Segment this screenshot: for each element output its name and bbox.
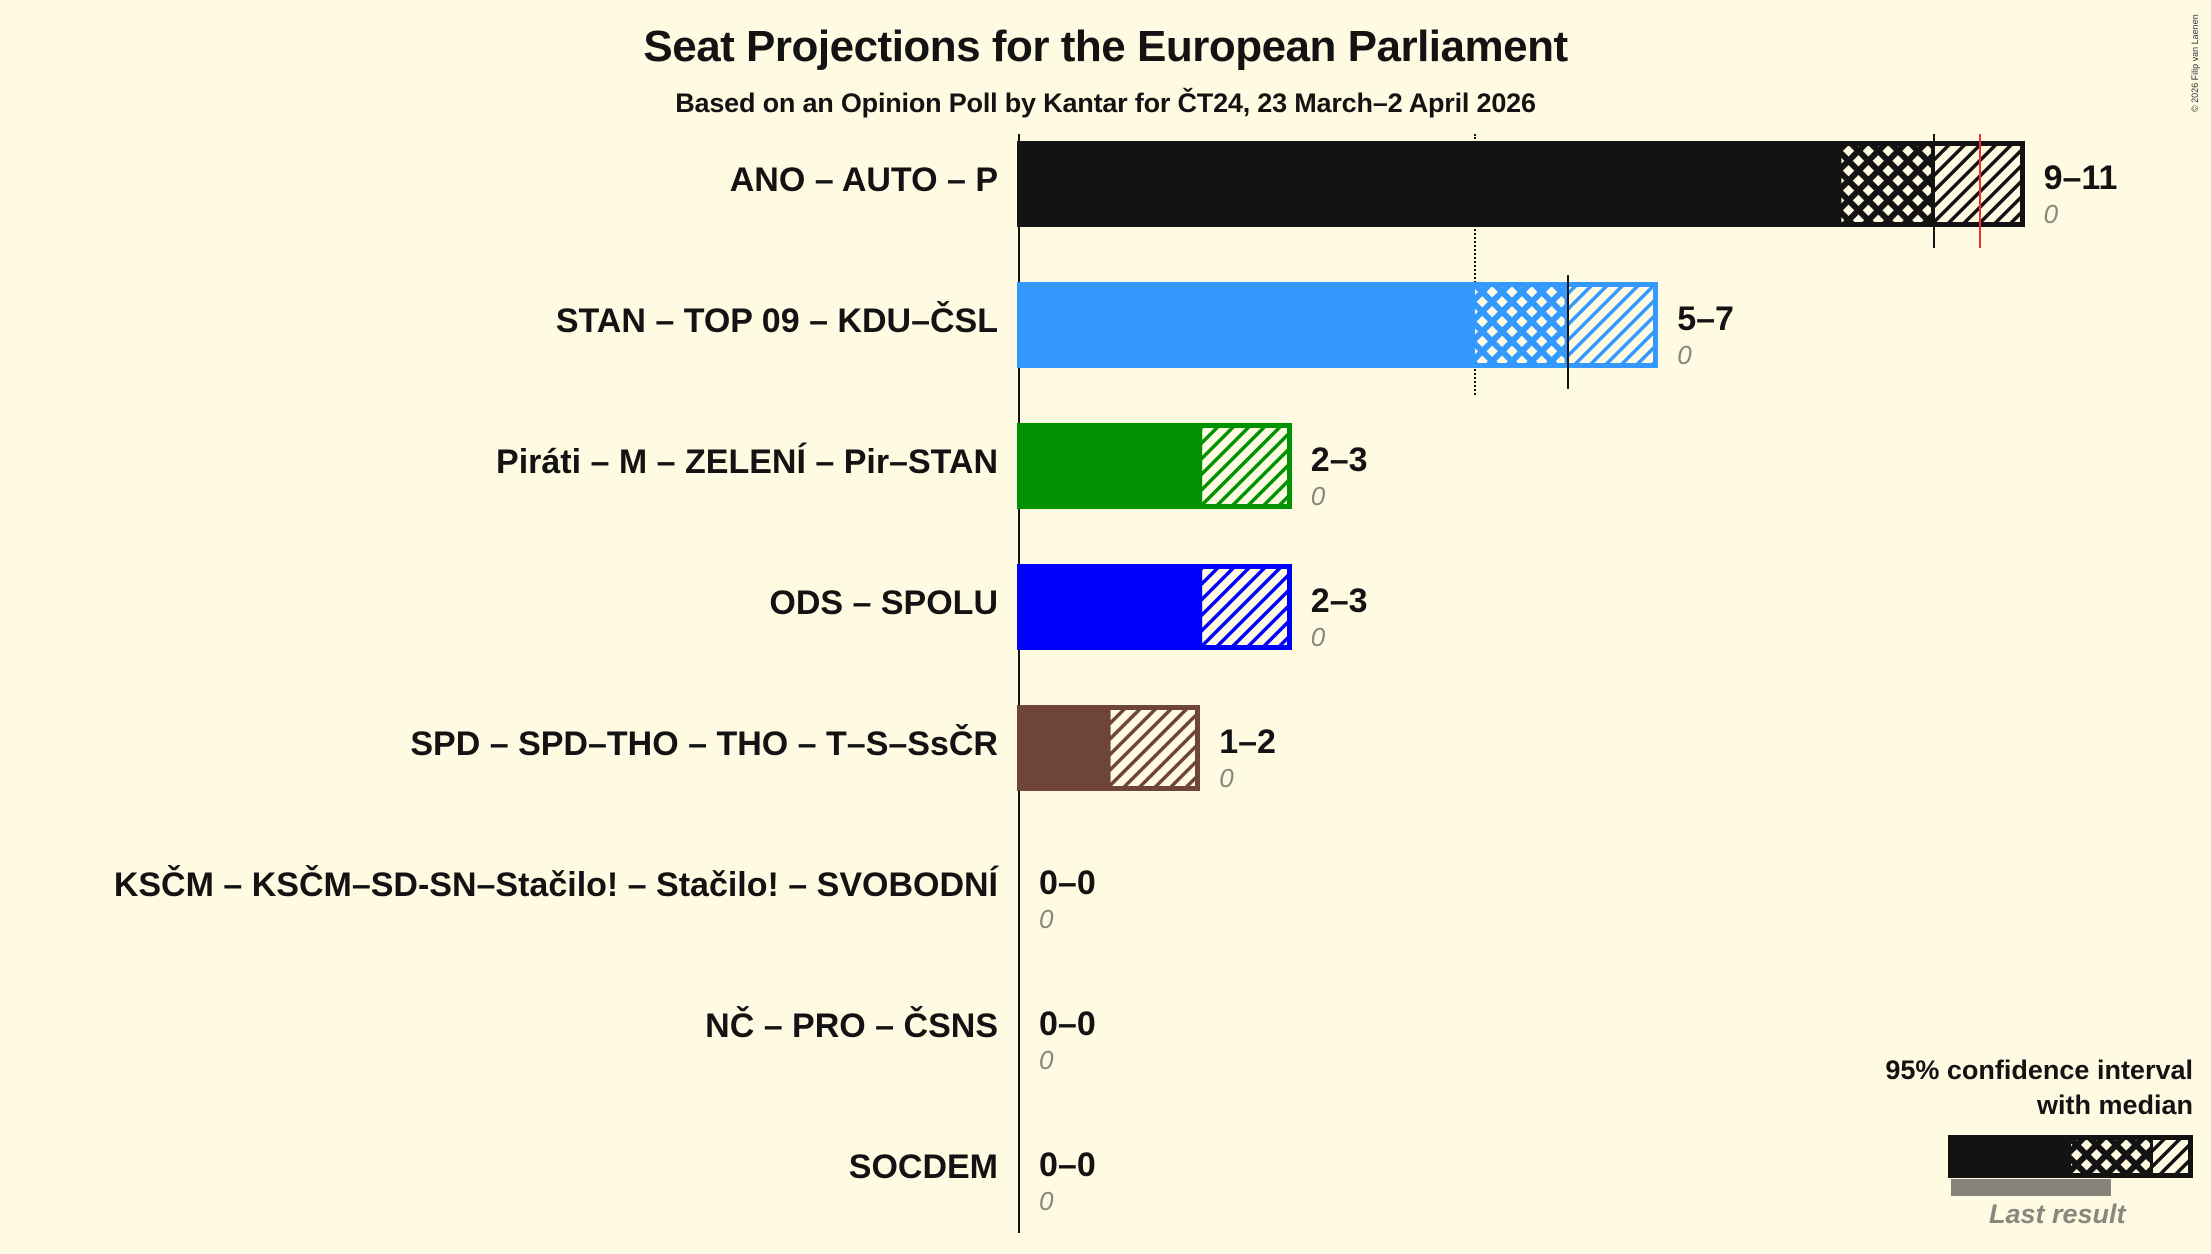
legend-last-result-swatch xyxy=(1951,1179,2111,1196)
party-label: Piráti – M – ZELENÍ – Pir–STAN xyxy=(496,443,998,481)
median-marker xyxy=(1566,275,1569,389)
last-result-value: 0 xyxy=(1039,1045,1054,1075)
legend-ci-bar-icon xyxy=(1948,1135,2193,1178)
last-result-marker xyxy=(1978,134,1981,248)
seat-range-label: 9–11 xyxy=(2043,159,2118,197)
chart-subtitle: Based on an Opinion Poll by Kantar for Č… xyxy=(675,88,1536,118)
seat-range-label: 2–3 xyxy=(1310,441,1368,479)
party-label: KSČM – KSČM–SD-SN–Stačilo! – Stačilo! – … xyxy=(113,866,998,904)
party-label: STAN – TOP 09 – KDU–ČSL xyxy=(555,302,998,340)
seat-range-label: 1–2 xyxy=(1219,723,1276,761)
last-result-value: 0 xyxy=(1039,1186,1054,1216)
seat-bar xyxy=(1017,141,2025,227)
party-label: ODS – SPOLU xyxy=(769,584,998,622)
y-axis-line xyxy=(1018,134,1020,1233)
seat-bar xyxy=(1017,705,1200,791)
chart-title: Seat Projections for the European Parlia… xyxy=(643,22,1568,71)
last-result-value: 0 xyxy=(1677,340,1692,370)
seat-range-label: 2–3 xyxy=(1310,582,1368,620)
legend-title-line1: 95% confidence interval xyxy=(1885,1055,2193,1085)
seat-bar xyxy=(1017,282,1658,368)
seat-range-label: 5–7 xyxy=(1677,300,1734,338)
party-label: ANO – AUTO – P xyxy=(729,161,998,199)
seat-range-label: 0–0 xyxy=(1039,864,1096,902)
last-result-value: 0 xyxy=(2043,199,2059,229)
seat-range-label: 0–0 xyxy=(1039,1146,1096,1184)
threshold-dotted-line xyxy=(1474,134,1476,395)
median-marker xyxy=(1933,134,1935,248)
legend-ci-swatch xyxy=(1948,1135,2193,1178)
copyright-notice: © 2026 Filip van Laenen xyxy=(2190,14,2200,112)
party-label: SOCDEM xyxy=(848,1148,998,1186)
legend-title-line2: with median xyxy=(2036,1090,2193,1120)
seat-bar xyxy=(1017,564,1292,650)
legend-last-result-label: Last result xyxy=(1989,1199,2126,1229)
last-result-value: 0 xyxy=(1310,481,1326,511)
seat-range-label: 0–0 xyxy=(1039,1005,1096,1043)
seat-bar xyxy=(1017,423,1292,509)
party-label: SPD – SPD–THO – THO – T–S–SsČR xyxy=(410,725,998,763)
last-result-value: 0 xyxy=(1039,904,1054,934)
party-label: NČ – PRO – ČSNS xyxy=(705,1007,998,1045)
last-result-value: 0 xyxy=(1219,763,1234,793)
last-result-value: 0 xyxy=(1310,622,1326,652)
